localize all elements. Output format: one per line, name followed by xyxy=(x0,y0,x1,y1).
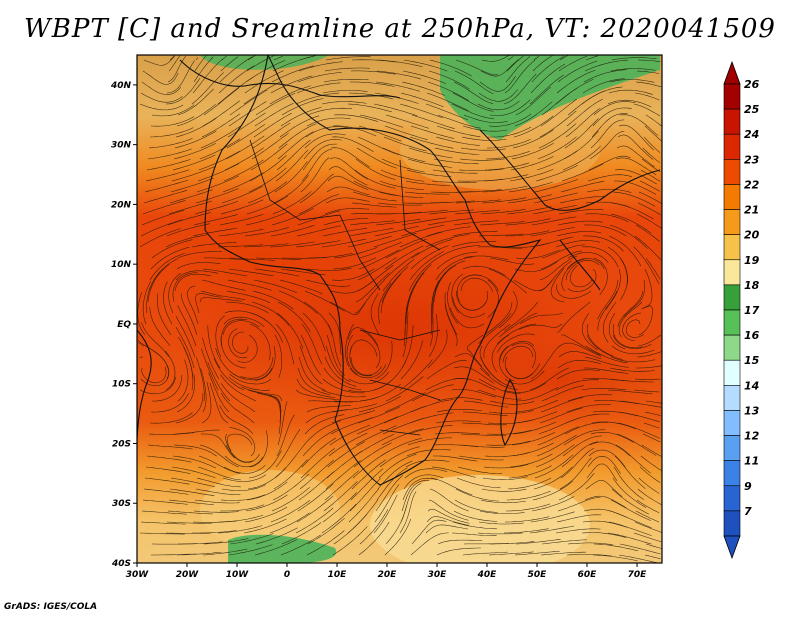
colorbar-swatch xyxy=(724,385,740,410)
lat-tick-label: 30S xyxy=(112,499,131,509)
colorbar-label: 18 xyxy=(744,279,760,292)
colorbar-swatch xyxy=(724,360,740,385)
colorbar-label: 15 xyxy=(744,354,760,367)
lat-tick-label: EQ xyxy=(117,320,131,330)
colorbar-swatch xyxy=(724,159,740,184)
colorbar-swatch xyxy=(724,436,740,461)
lat-tick-label: 40N xyxy=(110,81,132,91)
colorbar-label: 12 xyxy=(744,430,760,443)
lat-tick-label: 20N xyxy=(111,200,132,210)
lat-tick-label: 40S xyxy=(111,559,131,569)
colorbar-swatch xyxy=(724,486,740,511)
longitude-axis: 30W 20W 10W 0 10E 20E 30E 40E 50E 60E 70E xyxy=(126,563,647,580)
lon-tick-label: 20E xyxy=(378,570,398,580)
colorbar-swatch xyxy=(724,235,740,260)
colorbar-swatch xyxy=(724,134,740,159)
colorbar-swatch xyxy=(724,184,740,209)
colorbar: 26 25 24 23 22 21 20 19 18 17 16 15 14 13 12 11 9 7 xyxy=(724,62,760,558)
colorbar-swatch xyxy=(724,461,740,486)
lon-tick-label: 30E xyxy=(428,570,448,580)
colorbar-swatch xyxy=(724,410,740,435)
lon-tick-label: 10E xyxy=(328,570,348,580)
lat-tick-label: 30N xyxy=(111,141,132,151)
lon-tick-label: 50E xyxy=(528,570,548,580)
colorbar-swatch xyxy=(724,285,740,310)
credit-text: GrADS: IGES/COLA xyxy=(4,602,97,612)
lon-tick-label: 20W xyxy=(176,570,200,580)
colorbar-label: 17 xyxy=(744,304,760,317)
colorbar-label: 14 xyxy=(744,379,759,392)
pale-patch xyxy=(370,475,590,575)
colorbar-label: 26 xyxy=(744,78,760,91)
lon-tick-label: 40E xyxy=(477,570,498,580)
lon-tick-label: 70E xyxy=(628,570,648,580)
colorbar-label: 19 xyxy=(744,254,760,267)
lon-tick-label: 10W xyxy=(226,570,250,580)
colorbar-swatch xyxy=(724,109,740,134)
colorbar-label: 25 xyxy=(744,103,760,116)
colorbar-label: 16 xyxy=(744,329,760,342)
colorbar-label: 24 xyxy=(744,128,759,141)
colorbar-bottom-arrow xyxy=(724,536,740,558)
colorbar-swatch xyxy=(724,335,740,360)
lat-tick-label: 10S xyxy=(112,380,131,390)
colorbar-label: 13 xyxy=(744,404,760,417)
lon-tick-label: 0 xyxy=(284,570,290,580)
colorbar-label: 21 xyxy=(744,204,759,217)
lon-tick-label: 60E xyxy=(578,570,598,580)
colorbar-swatch xyxy=(724,260,740,285)
map-field xyxy=(137,55,670,575)
lat-tick-label: 20S xyxy=(112,439,131,449)
latitude-axis: 40N 30N 20N 10N EQ 10S 20S 30S 40S xyxy=(110,81,137,569)
lon-tick-label: 30W xyxy=(126,570,150,580)
colorbar-label: 23 xyxy=(744,153,760,166)
colorbar-swatch xyxy=(724,310,740,335)
colorbar-swatch xyxy=(724,210,740,235)
colorbar-swatch xyxy=(724,511,740,536)
colorbar-swatch xyxy=(724,84,740,109)
colorbar-label: 22 xyxy=(744,178,760,191)
colorbar-top-arrow xyxy=(724,62,740,84)
colorbar-label: 9 xyxy=(744,480,752,493)
colorbar-label: 11 xyxy=(744,455,759,468)
colorbar-label: 20 xyxy=(744,229,760,242)
lat-tick-label: 10N xyxy=(111,260,132,270)
colorbar-label: 7 xyxy=(744,505,752,518)
